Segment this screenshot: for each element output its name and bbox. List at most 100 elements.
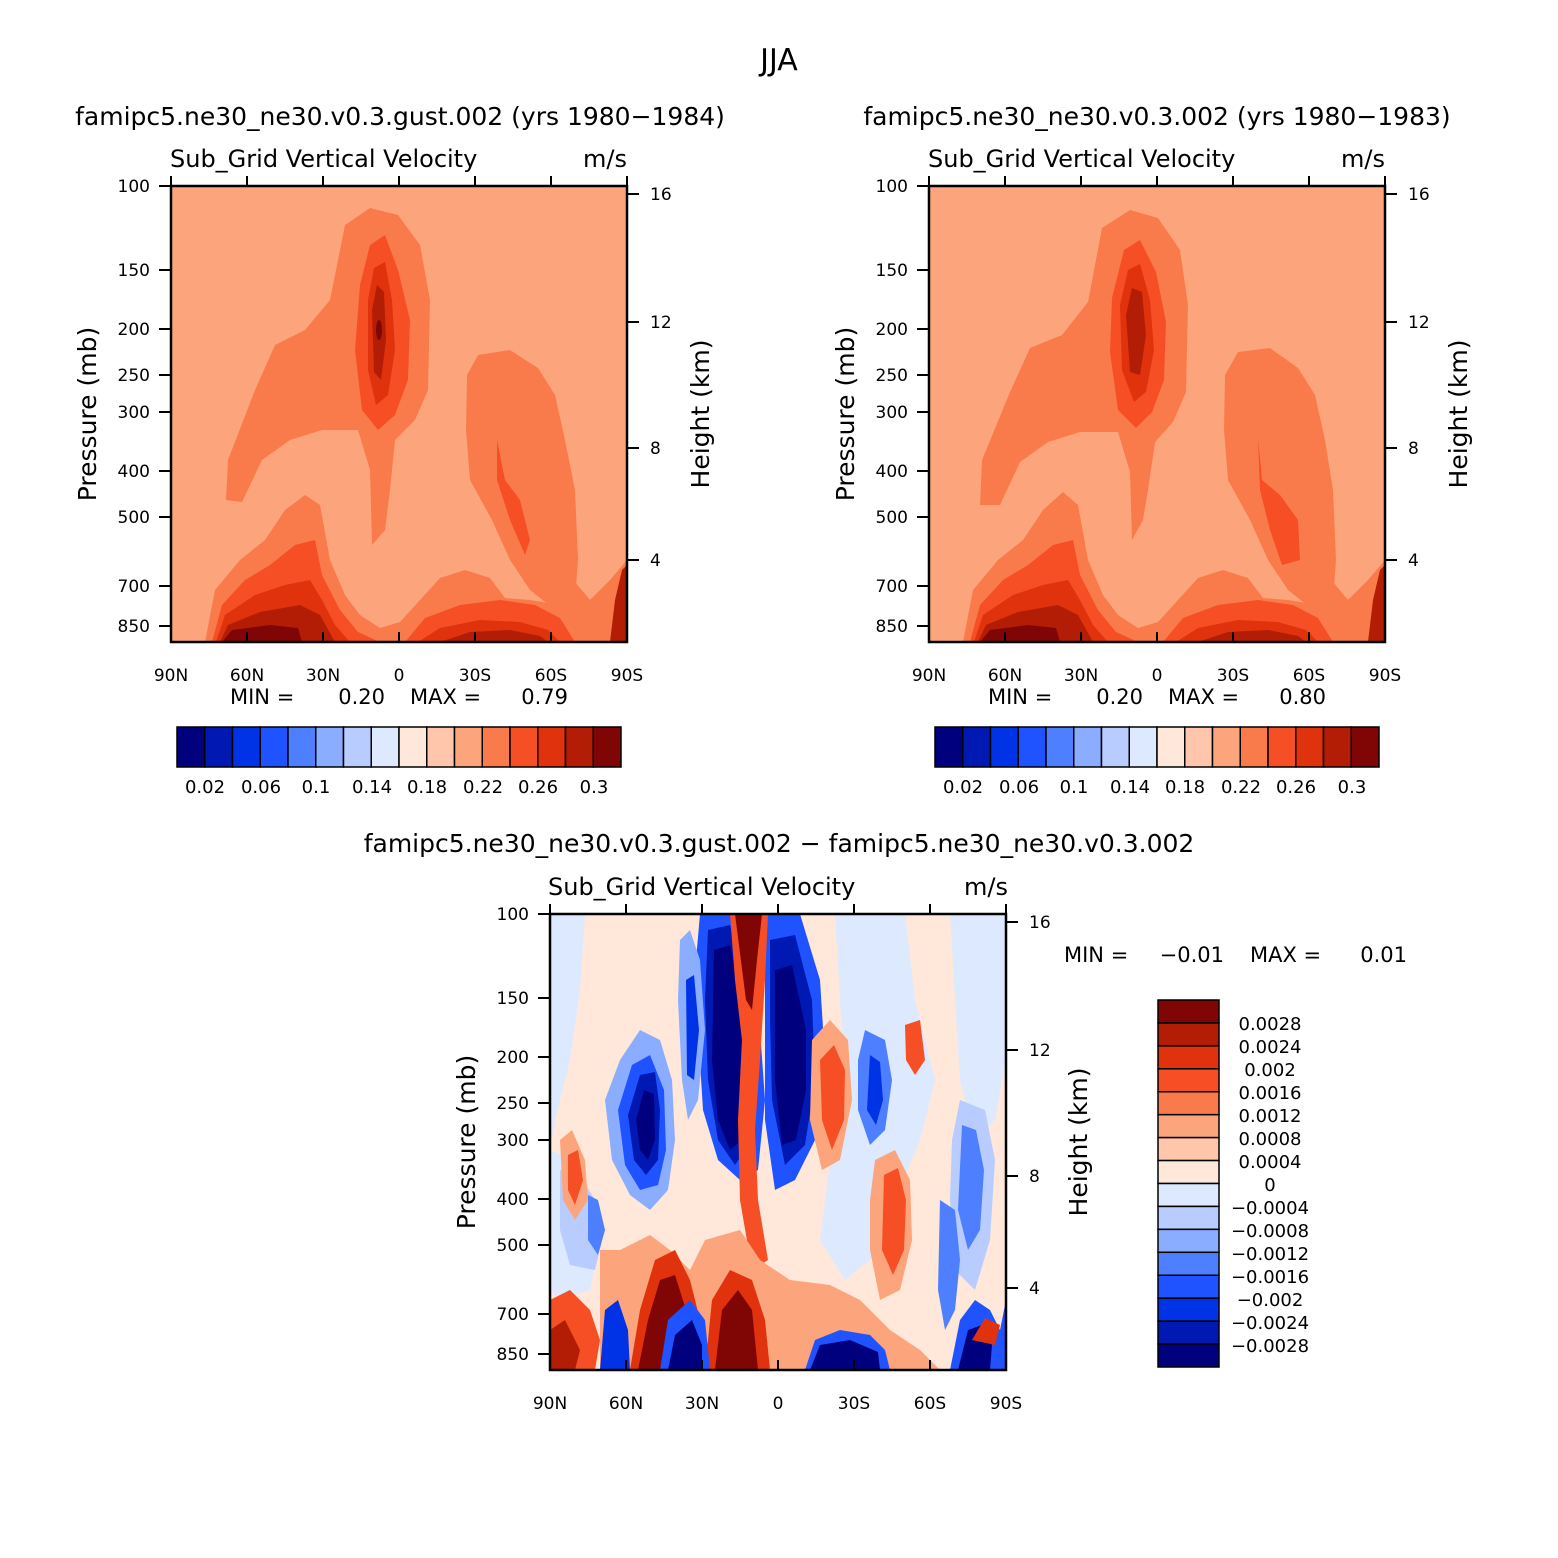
colorbar-swatch xyxy=(564,726,594,768)
colorbar-label: 0.18 xyxy=(407,777,447,798)
height-tick-label: 16 xyxy=(650,185,672,205)
y-tick-label: 850 xyxy=(118,617,150,637)
units-label: m/s xyxy=(964,873,1008,901)
max-value: 0.80 xyxy=(1279,685,1326,709)
colorbar-swatch xyxy=(1157,1205,1220,1231)
max-label: MAX = xyxy=(1168,685,1239,709)
colorbar-swatch xyxy=(287,726,317,768)
min-value: −0.01 xyxy=(1160,943,1224,967)
colorbar-label: 0.22 xyxy=(463,777,503,798)
colorbar-swatch xyxy=(934,726,964,768)
y-axis-title: Pressure (mb) xyxy=(831,327,860,501)
colorbar-swatch xyxy=(1157,1182,1220,1208)
min-label: MIN = xyxy=(1064,943,1128,967)
y-tick-label: 150 xyxy=(118,261,150,281)
colorbar-label: 0.3 xyxy=(580,777,609,798)
colorbar-swatch xyxy=(231,726,261,768)
colorbar-label: 0.1 xyxy=(302,777,331,798)
x-axis: 90N 60N 30N 0 30S 60S 90S xyxy=(912,176,1401,686)
y-tick-label: 400 xyxy=(118,462,150,482)
x-tick-label: 30S xyxy=(459,666,491,686)
colorbar-swatch xyxy=(509,726,539,768)
colorbar-label: 0 xyxy=(1264,1175,1275,1196)
colorbar-swatch xyxy=(1157,1274,1220,1299)
y-tick-label: 700 xyxy=(876,577,908,597)
colorbar-swatch xyxy=(315,726,345,768)
x-tick-label: 90S xyxy=(990,1394,1022,1414)
height-tick-label: 8 xyxy=(1408,439,1419,459)
colorbar-swatch xyxy=(426,726,456,768)
height-tick-label: 4 xyxy=(1408,551,1419,571)
y-tick-label: 150 xyxy=(497,989,529,1009)
colorbar-swatch xyxy=(1073,726,1103,768)
y-tick-label: 300 xyxy=(497,1131,529,1151)
variable-title: Sub_Grid Vertical Velocity xyxy=(928,145,1235,173)
x-tick-label: 30S xyxy=(838,1394,870,1414)
colorbar-swatch xyxy=(1157,1251,1220,1276)
height-axis: 16 12 8 4 Height (km) xyxy=(627,185,715,571)
colorbar-label: −0.0012 xyxy=(1231,1244,1309,1265)
colorbar-label: 0.0024 xyxy=(1239,1037,1302,1058)
x-tick-label: 0 xyxy=(773,1394,784,1414)
colorbar-swatch xyxy=(481,726,511,768)
x-tick-label: 90N xyxy=(912,666,946,686)
height-axis: 16 12 8 4 Height (km) xyxy=(1006,913,1093,1299)
y-tick-label: 500 xyxy=(497,1236,529,1256)
colorbar-swatch xyxy=(1157,1320,1220,1345)
y-axis: 100 150 200 250 300 400 500 700 850 Pres… xyxy=(452,905,550,1365)
colorbar-label: 0.22 xyxy=(1221,777,1261,798)
colorbar-labels: 0.02 0.06 0.1 0.14 0.18 0.22 0.26 0.3 xyxy=(943,777,1366,798)
colorbar-swatch xyxy=(1017,726,1047,768)
colorbar-swatch xyxy=(1157,1045,1220,1070)
colorbar-swatch xyxy=(1128,726,1158,768)
y-tick-label: 250 xyxy=(497,1094,529,1114)
height-tick-label: 8 xyxy=(650,439,661,459)
colorbar-label: 0.002 xyxy=(1244,1060,1296,1081)
colorbar-swatch xyxy=(537,726,567,768)
panel-title: famipc5.ne30_ne30.v0.3.gust.002 (yrs 198… xyxy=(75,102,725,131)
y-tick-label: 200 xyxy=(497,1048,529,1068)
x-tick-label: 60S xyxy=(1293,666,1325,686)
colorbar-label: −0.0004 xyxy=(1231,1198,1309,1219)
y-tick-label: 400 xyxy=(497,1190,529,1210)
colorbar-label: 0.18 xyxy=(1165,777,1205,798)
x-tick-label: 60N xyxy=(988,666,1022,686)
x-tick-label: 60S xyxy=(535,666,567,686)
max-value: 0.01 xyxy=(1360,943,1407,967)
y-tick-label: 100 xyxy=(118,177,150,197)
min-max-readout: MIN = 0.20 MAX = 0.80 xyxy=(988,685,1326,709)
colorbar-label: 0.0012 xyxy=(1239,1106,1302,1127)
panel-difference: famipc5.ne30_ne30.v0.3.gust.002 − famipc… xyxy=(364,829,1407,1414)
colorbar-label: 0.02 xyxy=(185,777,225,798)
colorbar-label: 0.0008 xyxy=(1239,1129,1302,1150)
height-axis-title: Height (km) xyxy=(1444,340,1473,489)
y-tick-label: 850 xyxy=(876,617,908,637)
y-tick-label: 250 xyxy=(876,366,908,386)
colorbar-swatch xyxy=(1045,726,1075,768)
y-axis: 100 150 200 250 300 400 500 700 850 Pres… xyxy=(73,177,171,637)
y-tick-label: 200 xyxy=(118,320,150,340)
variable-title: Sub_Grid Vertical Velocity xyxy=(170,145,477,173)
y-tick-label: 250 xyxy=(118,366,150,386)
min-max-readout: MIN = 0.20 MAX = 0.79 xyxy=(230,685,568,709)
colorbar-swatch xyxy=(592,726,622,768)
max-label: MAX = xyxy=(410,685,481,709)
colorbar-label: −0.0028 xyxy=(1231,1336,1309,1357)
x-tick-label: 30N xyxy=(306,666,340,686)
colorbar-swatch xyxy=(176,726,206,768)
y-tick-label: 300 xyxy=(118,403,150,423)
colorbar-swatch xyxy=(1184,726,1214,768)
colorbar-swatch xyxy=(1157,1113,1220,1139)
colorbar-swatch xyxy=(1100,726,1130,768)
units-label: m/s xyxy=(583,145,627,173)
colorbar-swatch xyxy=(1157,999,1220,1024)
colorbar-swatch xyxy=(1157,1343,1220,1368)
y-axis-title: Pressure (mb) xyxy=(73,327,102,501)
colorbar-label: 0.06 xyxy=(999,777,1039,798)
colorbar-label: 0.0016 xyxy=(1239,1083,1302,1104)
height-tick-label: 4 xyxy=(650,551,661,571)
x-tick-label: 30S xyxy=(1217,666,1249,686)
min-label: MIN = xyxy=(988,685,1052,709)
x-tick-label: 30N xyxy=(1064,666,1098,686)
